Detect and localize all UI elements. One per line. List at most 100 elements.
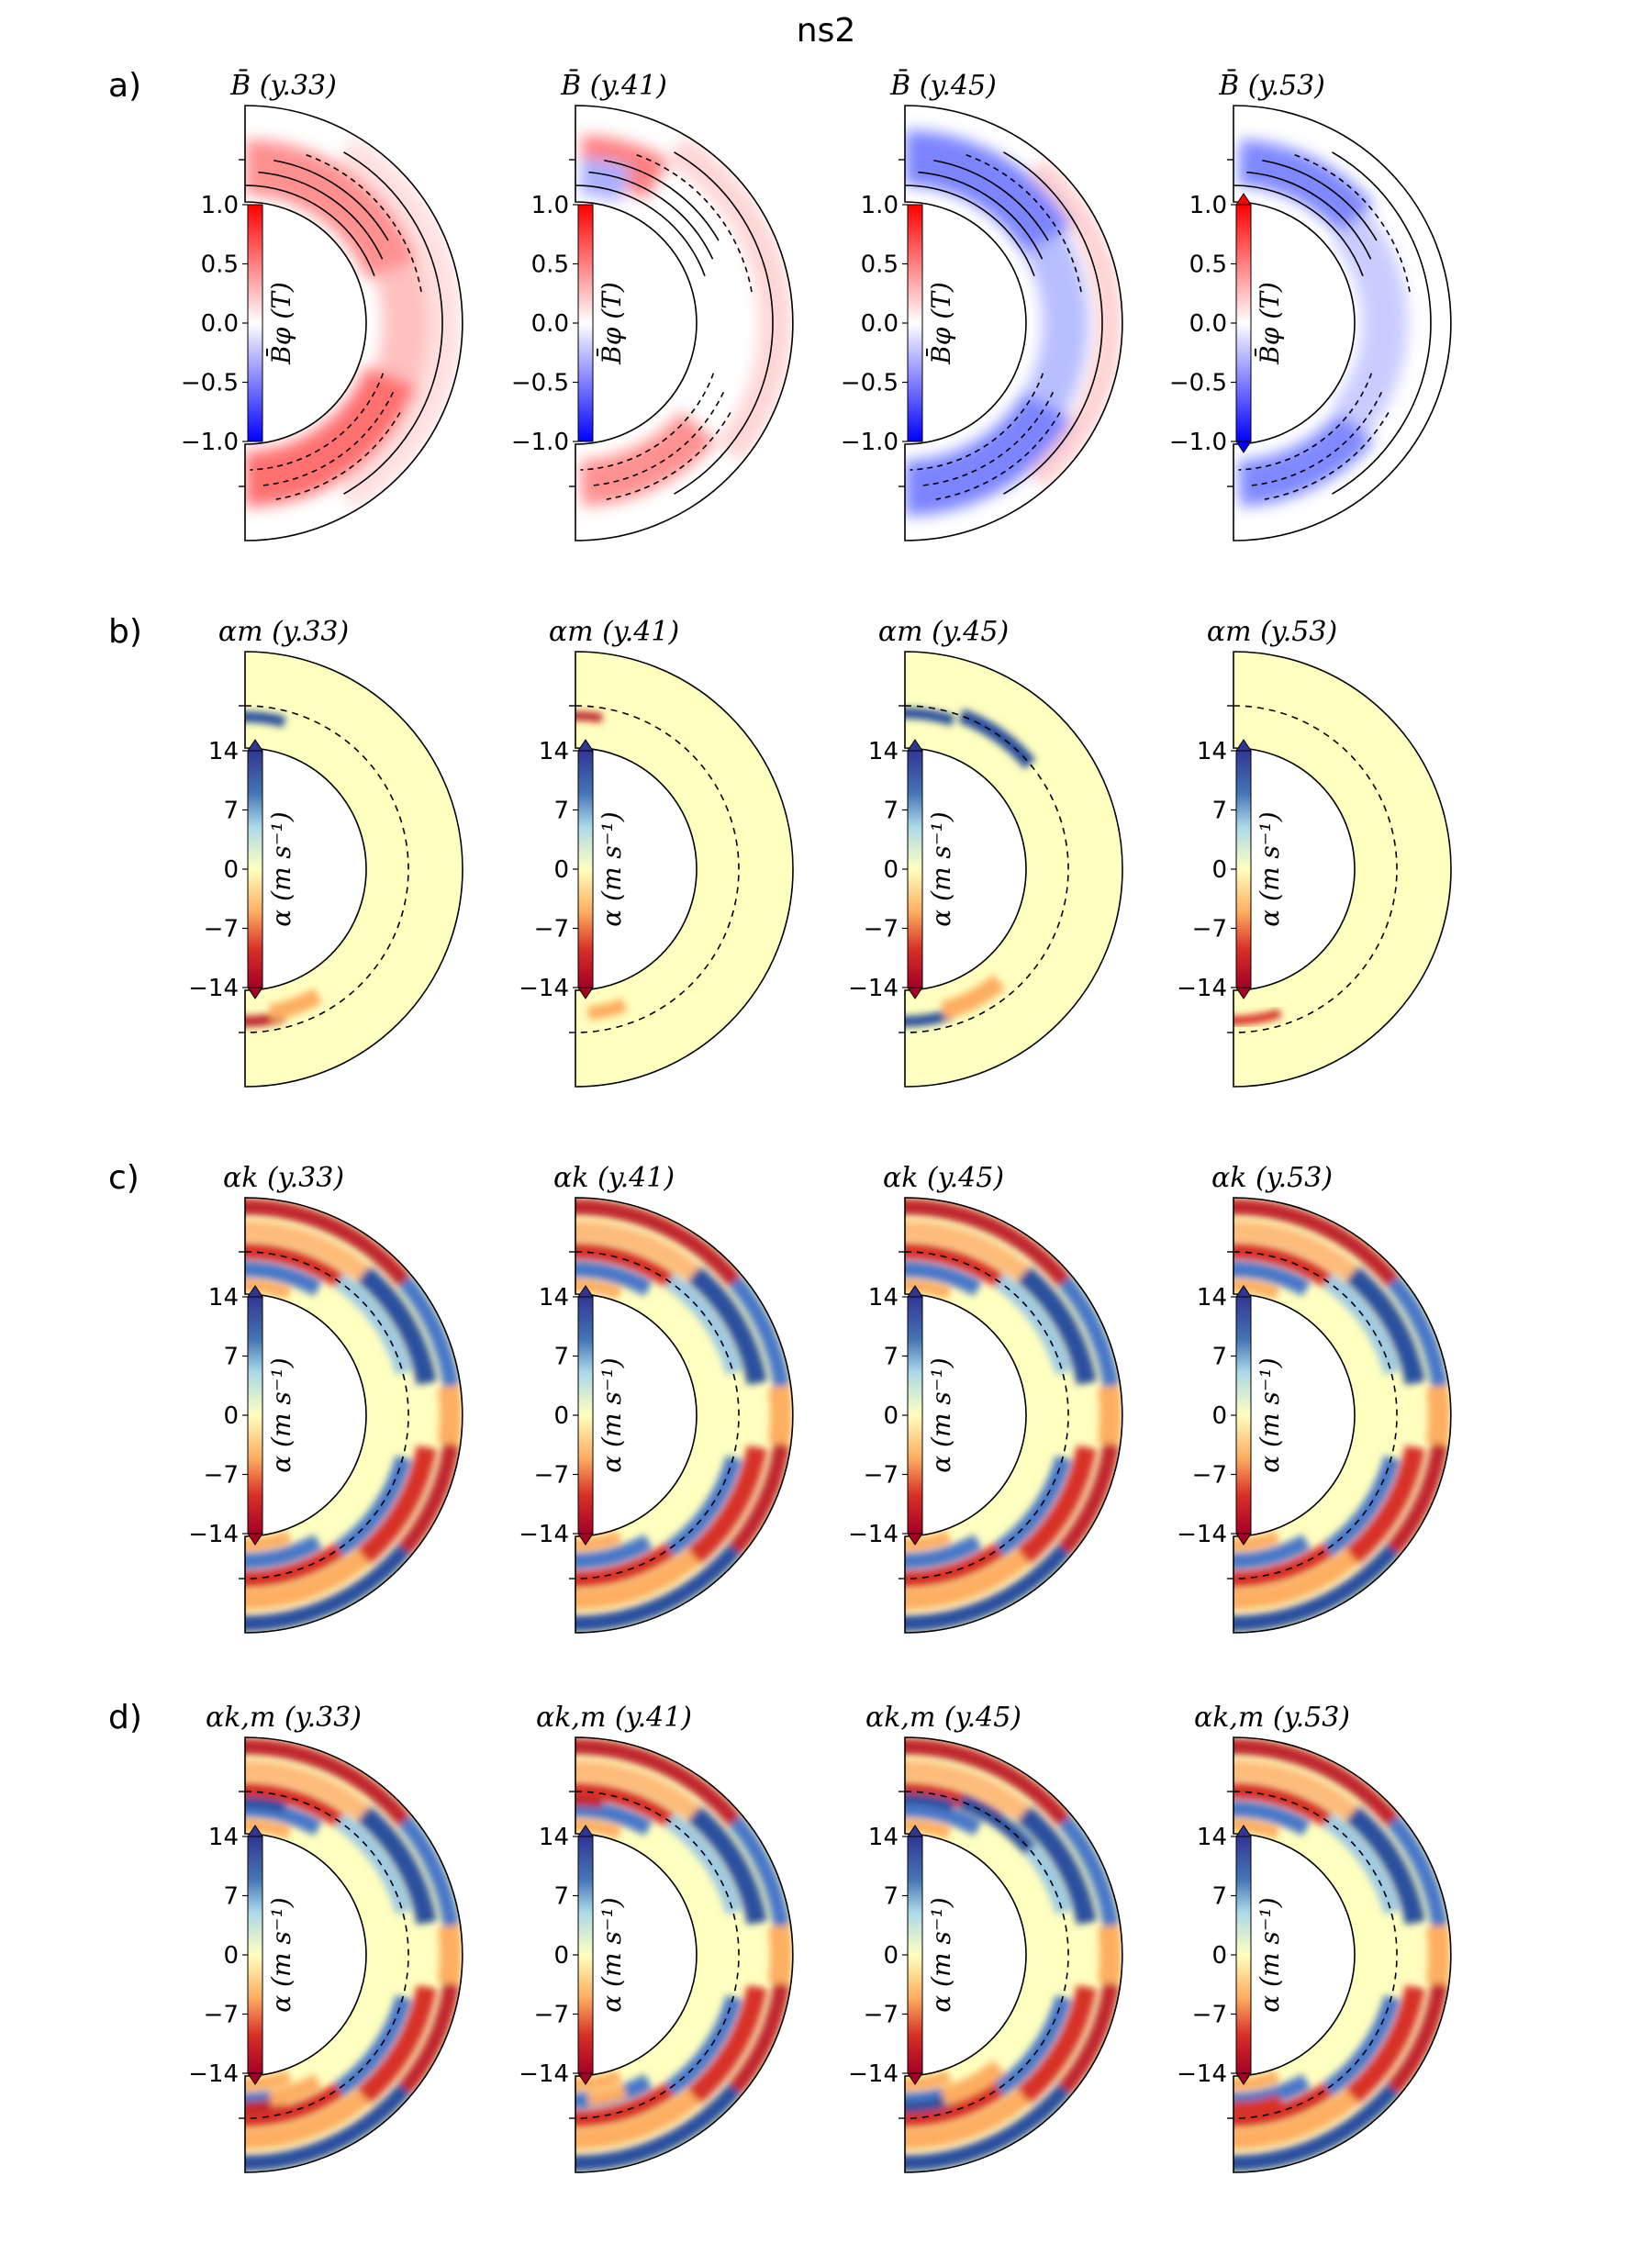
field-band (958, 1794, 1036, 1855)
field-band (575, 1279, 622, 1301)
field-band (575, 1534, 653, 1569)
field-band (1233, 1819, 1280, 1840)
colorbar-extend-min (1235, 441, 1252, 453)
colorbar-tick-label: 0.0 (531, 310, 569, 338)
field-band (1097, 1385, 1122, 1446)
colorbar-tick-label: 0.5 (531, 251, 569, 279)
contour (1246, 171, 1372, 260)
panel-title: αm (y.53) (1207, 616, 1337, 648)
field-band (580, 411, 717, 507)
row-c: c) αk (y.33) 14 7 0 −7 −14 α (m s⁻¹) αk (y.41) 14… (108, 1159, 1452, 1634)
field-band (575, 1738, 742, 1826)
colorbar-gradient (1235, 204, 1252, 442)
panel-title: αk,m (y.33) (206, 1702, 362, 1734)
contour (1238, 373, 1373, 471)
field-band (905, 1760, 1031, 1822)
panel-title: αk (y.53) (1211, 1162, 1333, 1194)
colorbar-tick-label: 14 (1197, 1284, 1227, 1312)
row-a: a) B̄ (y.33)1.00.50.0−0.5−1.0B̄φ (T)B̄ (y… (108, 67, 1452, 541)
field-band (1233, 1782, 1333, 1827)
colorbar-tick-label: 7 (883, 1344, 899, 1371)
field-line-contours (904, 151, 1103, 500)
field-band (245, 1760, 371, 1822)
field-band (1233, 2088, 1359, 2149)
field-band (245, 1738, 411, 1826)
contour (1233, 184, 1364, 276)
colorbar-extend-max (247, 1825, 263, 1837)
colorbar-gradient (907, 1836, 923, 2074)
colorbar-tick-label: −7 (864, 1462, 899, 1490)
panel-b-4: αm (y.53) 14 7 0 −7 −14 α (m s⁻¹) (1177, 616, 1452, 1088)
field-band (245, 1530, 292, 1551)
colorbar-label: α (m s⁻¹) (1255, 811, 1285, 926)
colorbar-tick-label: 7 (553, 798, 569, 825)
colorbar-tick-label: 0 (553, 856, 569, 884)
field-band (575, 1243, 675, 1288)
colorbar-extend-max (907, 739, 923, 752)
field-band (575, 1819, 622, 1840)
colorbar-label: B̄φ (T) (925, 282, 956, 365)
contour (1003, 151, 1103, 495)
contour (919, 391, 1055, 487)
field-band (245, 1548, 371, 1610)
colorbar-gradient (1235, 1836, 1252, 2074)
field-band (728, 1815, 790, 1927)
shell-outline (1233, 1736, 1452, 2173)
colorbar-extend-max (247, 1285, 263, 1298)
colorbar-extend-min (1235, 2072, 1252, 2085)
colorbar-tick-label: 7 (553, 1883, 569, 1911)
contour (1332, 151, 1432, 495)
contour (918, 171, 1044, 260)
colorbar-label: α (m s⁻¹) (1255, 1357, 1285, 1472)
field-map (905, 1199, 1122, 1632)
panel-a-3: B̄ (y.45) 1.0 0.5 0.0 −0.5 −1.0 B̄φ (T) (841, 69, 1123, 541)
contour (259, 391, 395, 487)
field-band (397, 1982, 460, 2094)
colorbar-extend-max (577, 739, 594, 752)
field-band (905, 2070, 952, 2091)
colorbar-tick-label: 0.5 (861, 251, 899, 279)
field-band (1323, 1994, 1401, 2097)
colorbar-label: B̄φ (T) (265, 282, 296, 365)
colorbar-tick-label: −14 (188, 975, 239, 1002)
panel-a-4: B̄ (y.53) 1.0 0.5 0.0 −0.5 −1.0 B̄φ (T) (1169, 69, 1452, 541)
contour (588, 171, 714, 260)
colorbar-tick-label: −7 (864, 916, 899, 943)
field-map (245, 711, 322, 1027)
field-band (575, 2070, 622, 2091)
field-band (728, 1443, 790, 1555)
shell-outline (904, 105, 1123, 541)
field-band (1233, 1760, 1359, 1822)
shell-outline (244, 105, 463, 541)
field-band (1238, 411, 1375, 507)
field-band (664, 1994, 742, 2097)
colorbar: 14 7 0 −7 −14 α (m s⁻¹) (1177, 1824, 1285, 2088)
colorbar: 14 7 0 −7 −14 α (m s⁻¹) (519, 738, 627, 1002)
row-label: a) (108, 67, 141, 105)
field-band (269, 988, 322, 1021)
field-band (1233, 1548, 1359, 1610)
panel-title: αm (y.33) (218, 616, 349, 648)
row-label: c) (108, 1159, 140, 1197)
colorbar-label: α (m s⁻¹) (266, 1897, 296, 2012)
field-map (905, 1738, 1122, 2171)
tachocline-dashed-line (1233, 1791, 1398, 2119)
field-band (767, 1385, 792, 1446)
field-band (575, 1543, 675, 1588)
colorbar-tick-label: 7 (883, 1883, 899, 1911)
colorbar-tick-label: −7 (204, 2002, 239, 2029)
row-label: b) (108, 613, 142, 651)
colorbar-tick-label: 0 (553, 1402, 569, 1430)
colorbar-tick-label: 14 (868, 738, 899, 765)
field-band (245, 2088, 371, 2149)
field-band (1057, 1815, 1120, 1927)
field-band (245, 1279, 292, 1301)
field-map (1238, 140, 1408, 507)
colorbar-extend-min (577, 2072, 594, 2085)
contour (575, 184, 706, 276)
colorbar-tick-label: −7 (1192, 916, 1227, 943)
field-band (1233, 1009, 1282, 1025)
field-band (1097, 1925, 1122, 1985)
field-band (245, 2082, 344, 2127)
field-band (905, 2083, 1071, 2171)
